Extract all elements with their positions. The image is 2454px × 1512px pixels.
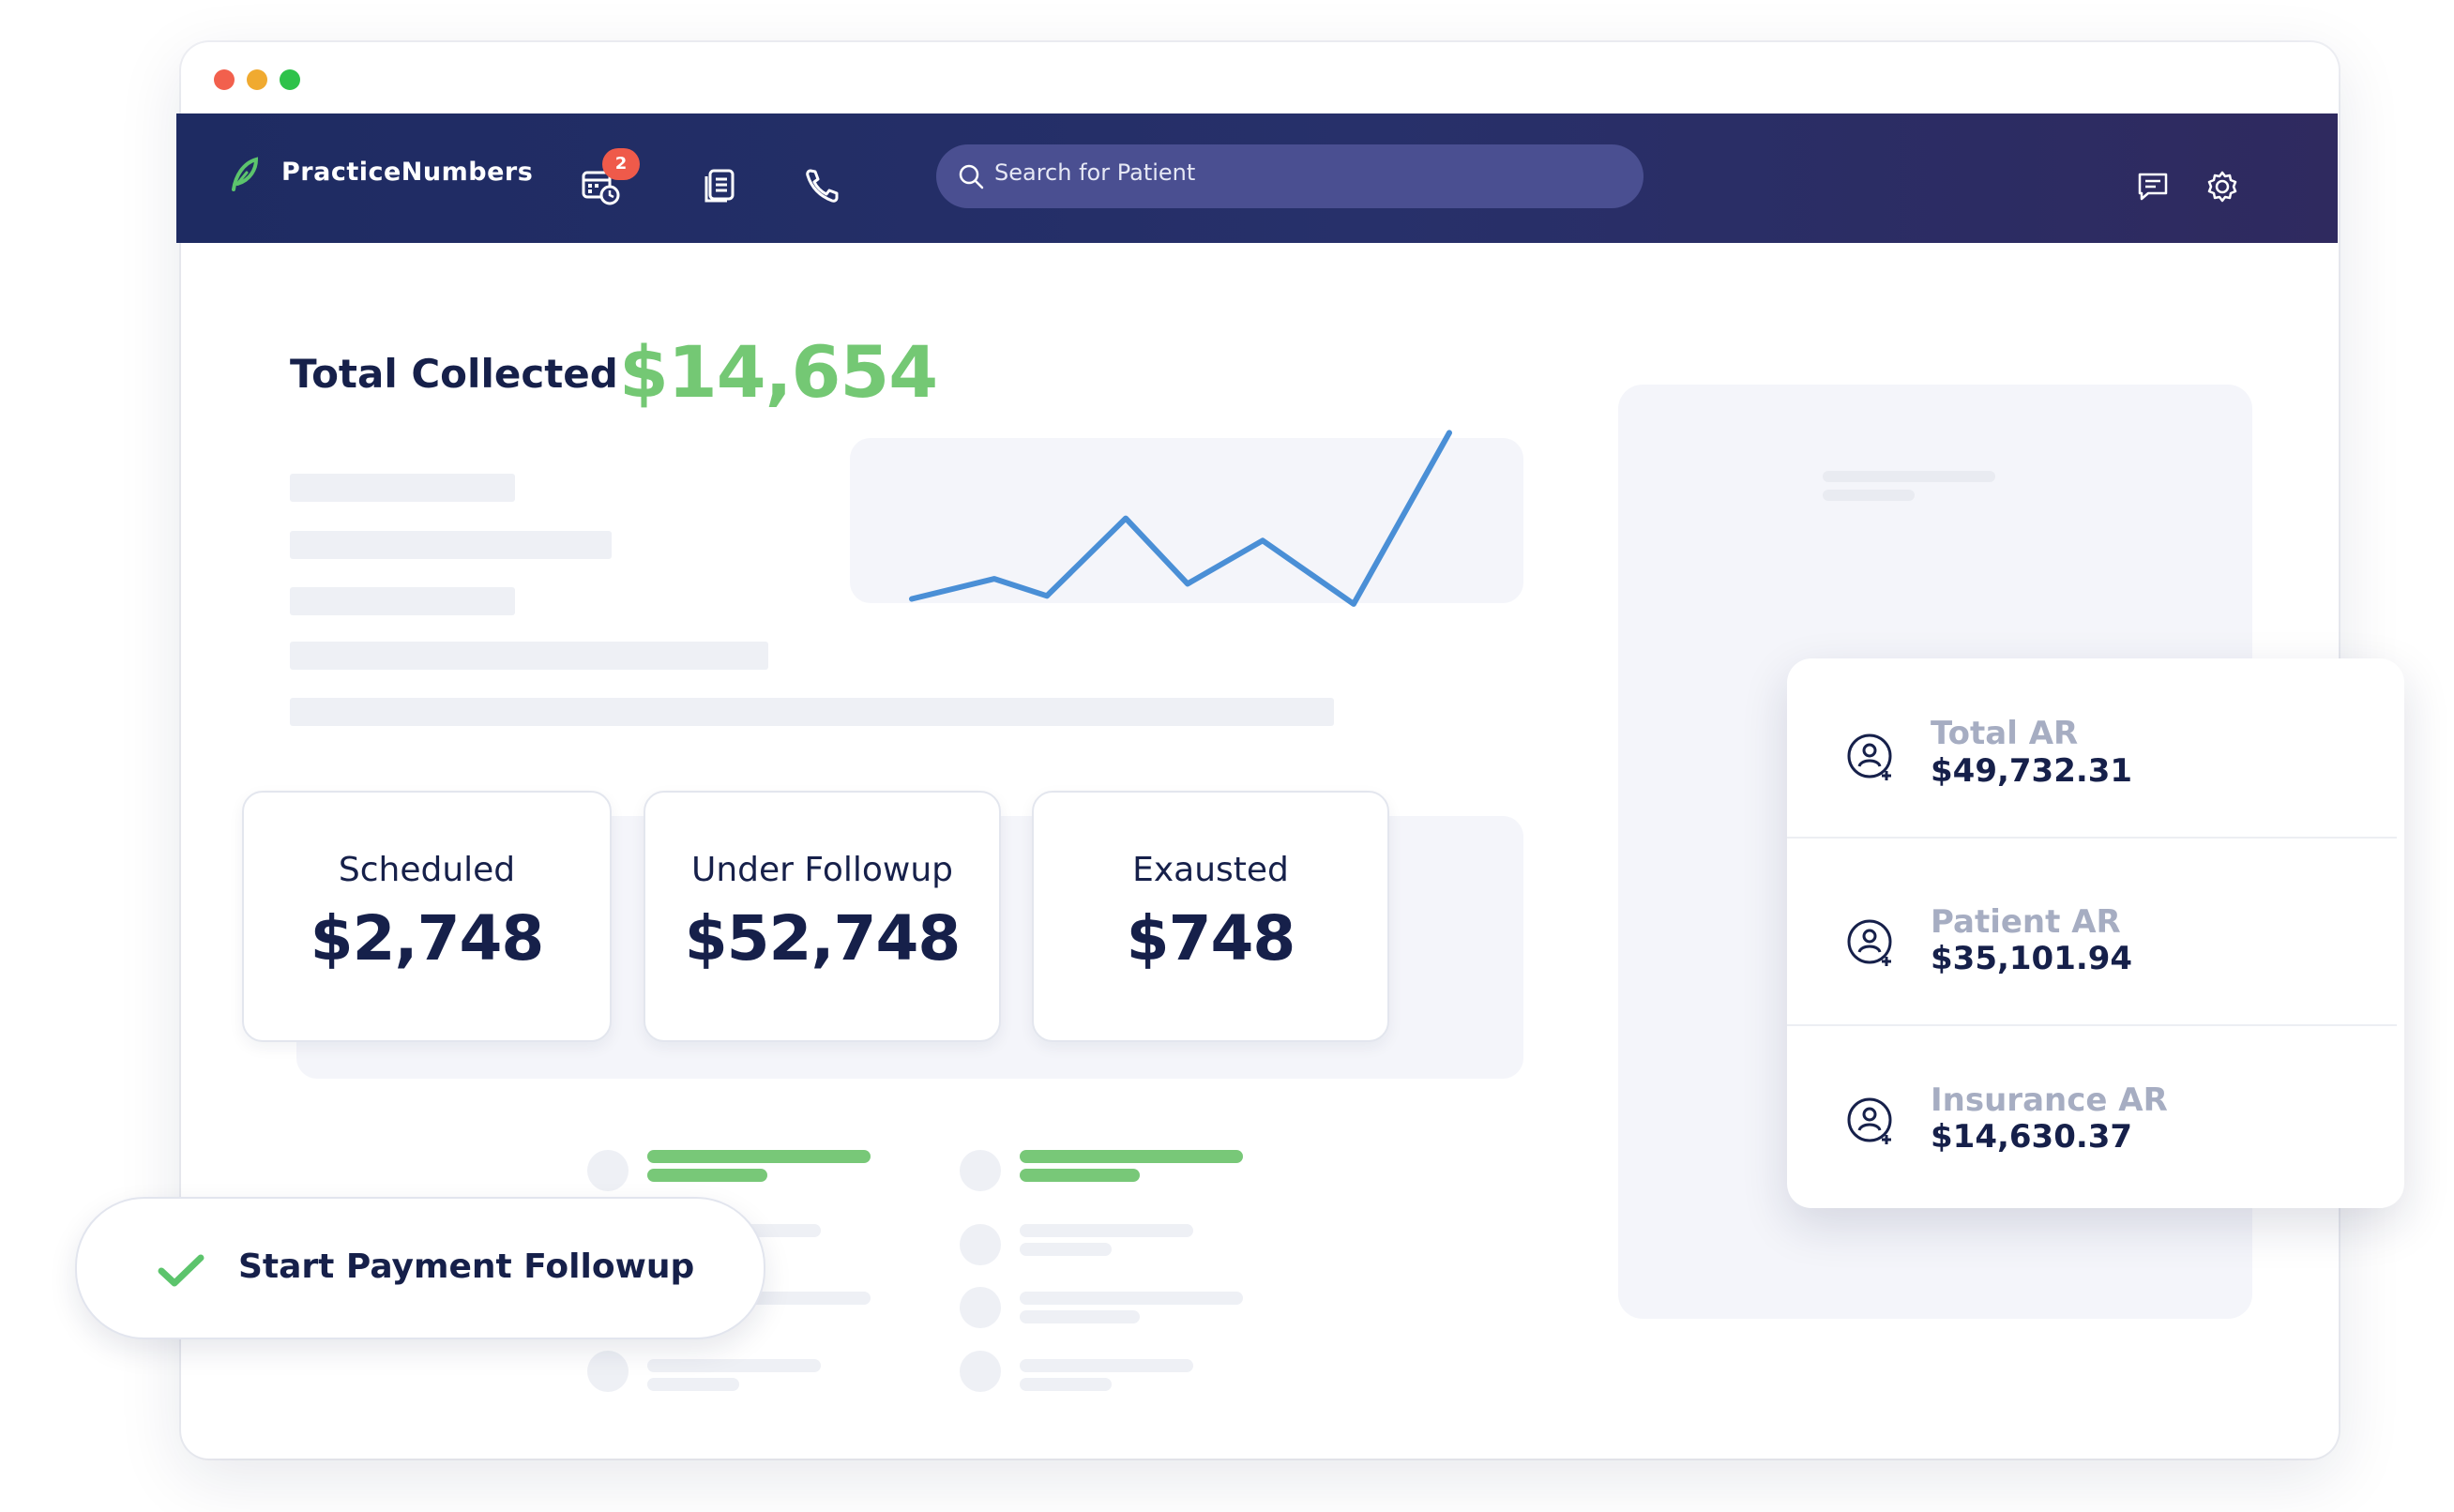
insurance-ar-value: $14,630.37 [1931, 1118, 2133, 1156]
list-item-avatar [960, 1287, 1001, 1328]
start-payment-followup-label: Start Payment Followup [238, 1247, 695, 1286]
list-item-bar [1020, 1378, 1112, 1391]
placeholder-line [1823, 490, 1915, 501]
chat-icon[interactable] [2135, 169, 2171, 204]
placeholder-line [290, 587, 515, 615]
search-input[interactable]: Search for Patient [994, 159, 1196, 186]
search-icon [959, 164, 984, 189]
list-item-avatar [960, 1150, 1001, 1191]
window-minimize-button[interactable] [247, 69, 267, 90]
list-item-bar [1020, 1359, 1193, 1372]
total-ar-value: $49,732.31 [1931, 752, 2133, 790]
card-label: Exausted [1132, 851, 1289, 889]
checkmark-icon [158, 1254, 204, 1287]
feather-logo-icon[interactable] [228, 156, 260, 193]
list-item-bar [1020, 1310, 1140, 1323]
exhausted-card[interactable]: Exausted $748 [1032, 791, 1389, 1042]
placeholder-line [290, 642, 768, 670]
placeholder-line [290, 474, 515, 502]
chart-background [850, 438, 1523, 603]
placeholder-line [290, 531, 612, 559]
gear-icon[interactable] [2204, 169, 2240, 204]
placeholder-line [290, 698, 1334, 726]
divider [1787, 837, 2397, 839]
phone-icon[interactable] [803, 165, 844, 206]
list-item-bar [647, 1150, 871, 1163]
list-item-bar [1020, 1292, 1243, 1305]
patient-ar-value: $35,101.94 [1931, 940, 2133, 977]
patient-ar-label: Patient AR [1931, 903, 2121, 941]
list-item-bar [1020, 1169, 1140, 1182]
window-close-button[interactable] [214, 69, 235, 90]
patient-add-icon [1847, 919, 1892, 966]
collection-trend-chart [909, 430, 1452, 607]
list-item-bar [647, 1378, 739, 1391]
list-item-bar [1020, 1150, 1243, 1163]
list-item-avatar [587, 1351, 629, 1392]
chart-series-line [909, 430, 1452, 607]
patient-add-icon [1847, 1097, 1892, 1144]
scheduled-card[interactable]: Scheduled $2,748 [242, 791, 612, 1042]
window-zoom-button[interactable] [280, 69, 300, 90]
card-label: Scheduled [338, 851, 516, 889]
card-value: $52,748 [684, 902, 962, 975]
documents-icon[interactable] [699, 165, 740, 206]
insurance-ar-label: Insurance AR [1931, 1081, 2168, 1119]
total-collected-value: $14,654 [619, 330, 938, 414]
under-followup-card[interactable]: Under Followup $52,748 [644, 791, 1001, 1042]
brand-name[interactable]: PracticeNumbers [281, 158, 534, 187]
list-item-avatar [960, 1351, 1001, 1392]
list-item-avatar [960, 1224, 1001, 1265]
total-collected-label: Total Collected [290, 351, 618, 397]
card-value: $748 [1126, 902, 1296, 975]
total-ar-label: Total AR [1931, 715, 2079, 752]
list-item-avatar [587, 1150, 629, 1191]
divider [1787, 1024, 2397, 1026]
list-item-bar [647, 1359, 821, 1372]
list-item-bar [1020, 1243, 1112, 1256]
calendar-clock-icon[interactable] [580, 165, 621, 206]
placeholder-line [1823, 471, 1995, 482]
card-label: Under Followup [691, 851, 953, 889]
patient-search-box[interactable] [936, 144, 1644, 208]
card-value: $2,748 [310, 902, 545, 975]
patient-add-icon [1847, 733, 1892, 780]
list-item-bar [1020, 1224, 1193, 1237]
list-item-bar [647, 1169, 767, 1182]
notification-badge: 2 [602, 148, 640, 180]
